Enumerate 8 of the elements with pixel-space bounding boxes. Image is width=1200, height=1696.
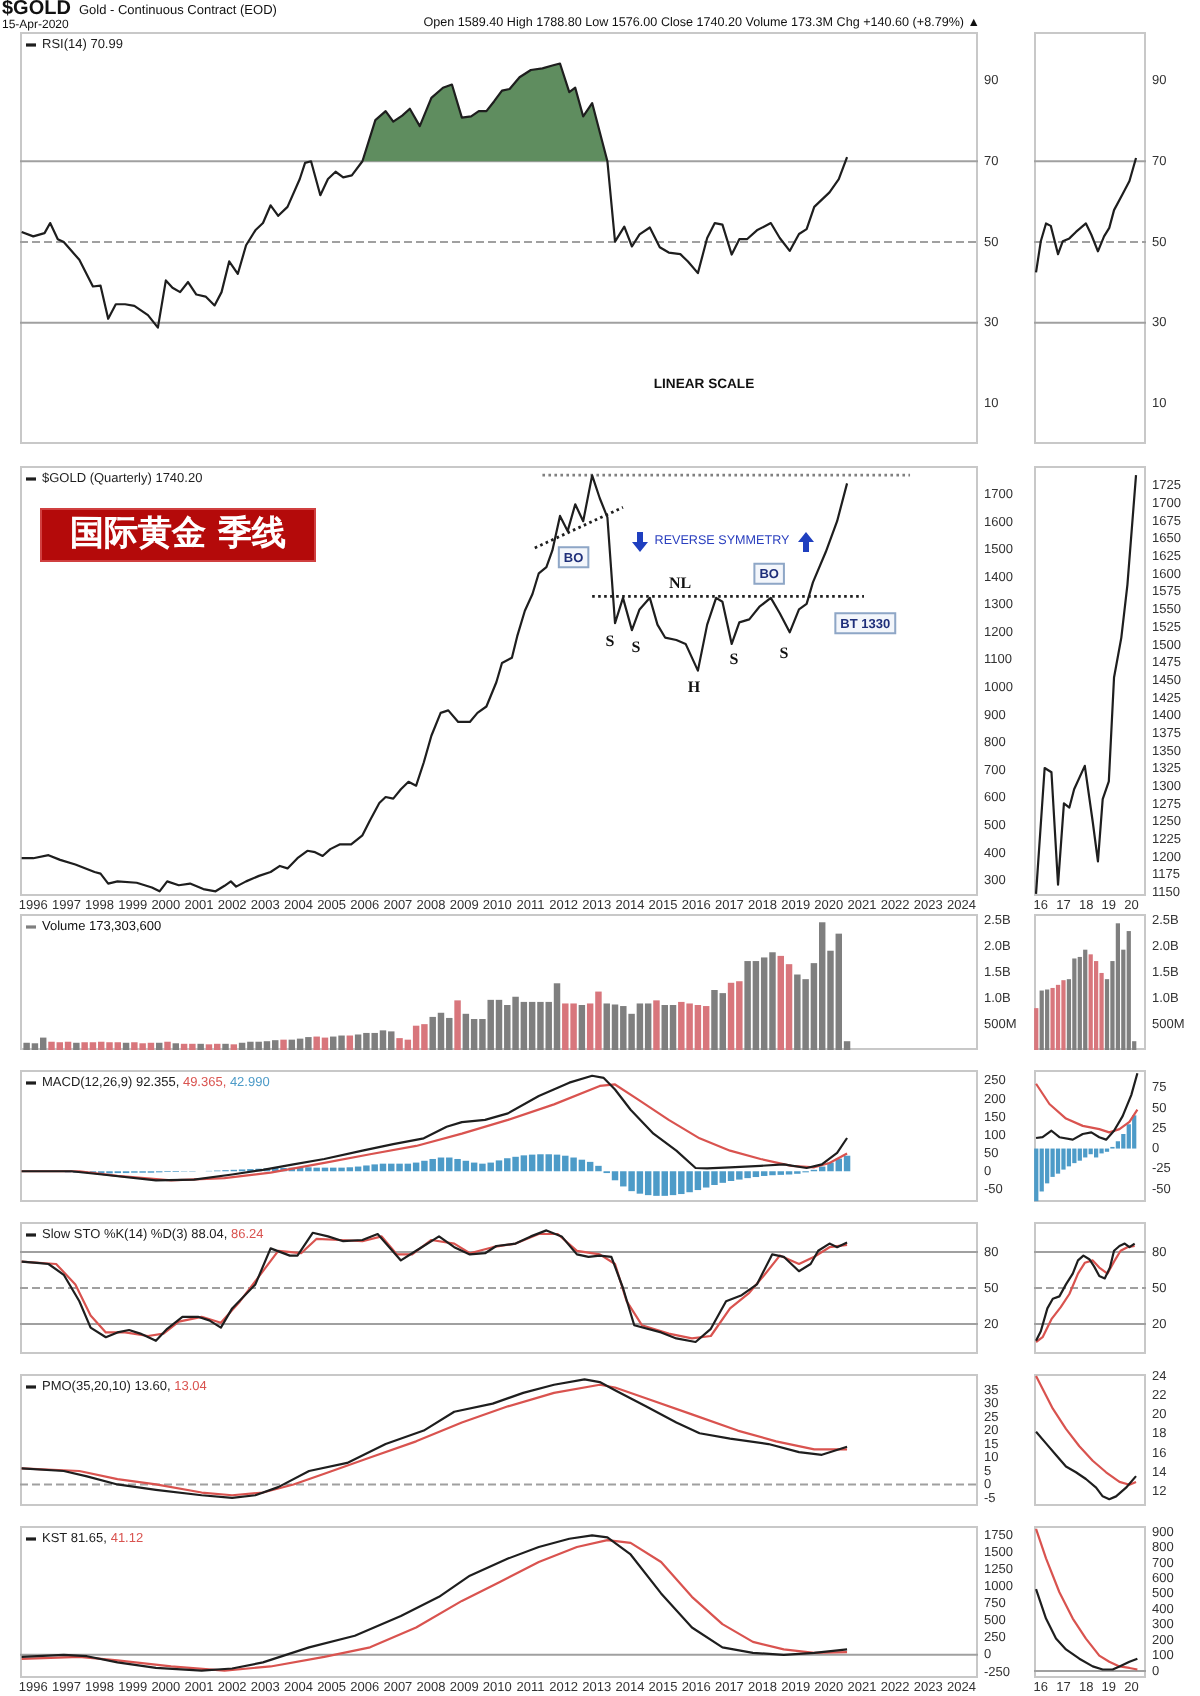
annotation: 国际黄金 季线: [70, 514, 286, 554]
annotation: S: [631, 638, 641, 656]
annotation: S: [729, 650, 739, 668]
title-banner: 国际黄金 季线: [40, 508, 316, 562]
annotation: H: [687, 678, 701, 696]
annotation: S: [779, 644, 789, 662]
annotation: NL: [668, 574, 692, 592]
annotation: S: [605, 632, 615, 650]
